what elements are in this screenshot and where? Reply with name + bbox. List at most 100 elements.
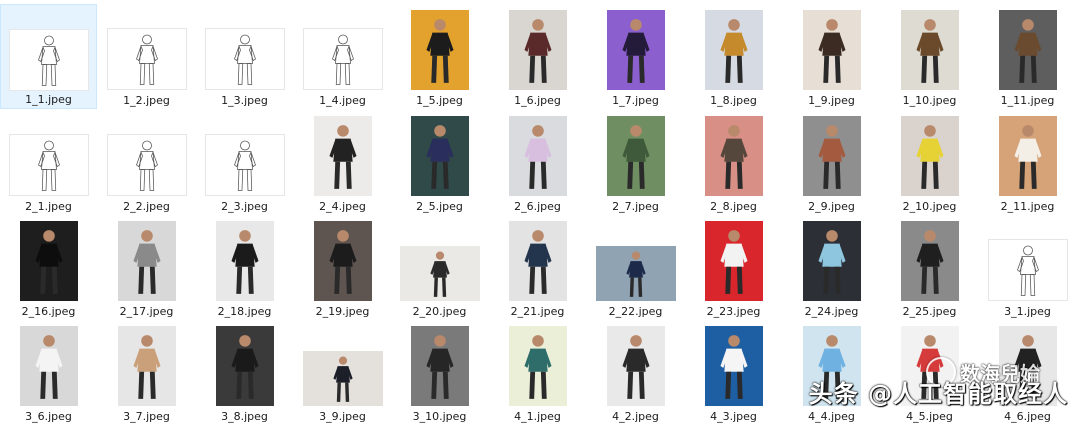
- person-figure-icon: [817, 19, 846, 83]
- file-item[interactable]: 2_10.jpeg: [881, 110, 978, 215]
- file-item[interactable]: 2_18.jpeg: [196, 215, 293, 320]
- photo-thumbnail: [998, 10, 1057, 90]
- file-name-label: 3_1.jpeg: [1004, 305, 1051, 318]
- photo-thumbnail: [704, 221, 763, 301]
- file-item[interactable]: 2_5.jpeg: [391, 110, 488, 215]
- person-figure-icon: [817, 125, 846, 189]
- person-figure-icon: [230, 230, 259, 294]
- file-name-label: 2_5.jpeg: [416, 200, 463, 213]
- file-item[interactable]: 2_22.jpeg: [587, 215, 684, 320]
- file-item[interactable]: 3_10.jpeg: [391, 320, 488, 425]
- file-name-label: 1_6.jpeg: [514, 94, 561, 107]
- person-figure-icon: [523, 125, 552, 189]
- file-item[interactable]: 1_11.jpeg: [979, 4, 1076, 109]
- file-name-label: 2_19.jpeg: [315, 305, 370, 318]
- file-item[interactable]: 2_7.jpeg: [587, 110, 684, 215]
- file-item[interactable]: 2_25.jpeg: [881, 215, 978, 320]
- file-item[interactable]: 3_9.jpeg: [294, 320, 391, 425]
- person-figure-icon: [332, 356, 353, 402]
- file-item[interactable]: 1_1.jpeg: [0, 4, 97, 109]
- person-figure-icon: [429, 251, 450, 297]
- file-name-label: 1_3.jpeg: [221, 94, 268, 107]
- watermark-logo: 数海兒婨: [926, 357, 1040, 387]
- file-item[interactable]: 1_10.jpeg: [881, 4, 978, 109]
- file-item[interactable]: 1_9.jpeg: [783, 4, 880, 109]
- sketch-thumbnail: [106, 28, 187, 90]
- file-item[interactable]: 1_3.jpeg: [196, 4, 293, 109]
- person-figure-icon: [230, 335, 259, 399]
- sketch-thumbnail: [204, 134, 285, 196]
- person-figure-icon: [132, 230, 161, 294]
- file-name-label: 4_4.jpeg: [808, 410, 855, 423]
- person-figure-icon: [233, 140, 256, 191]
- file-item[interactable]: 2_24.jpeg: [783, 215, 880, 320]
- file-item[interactable]: 2_21.jpeg: [489, 215, 586, 320]
- person-figure-icon: [328, 125, 357, 189]
- file-name-label: 2_22.jpeg: [608, 305, 663, 318]
- file-name-label: 2_23.jpeg: [706, 305, 761, 318]
- sketch-thumbnail: [8, 29, 89, 91]
- person-figure-icon: [328, 230, 357, 294]
- file-item[interactable]: 3_7.jpeg: [98, 320, 195, 425]
- photo-thumbnail: [802, 116, 861, 196]
- file-item[interactable]: 1_8.jpeg: [685, 4, 782, 109]
- photo-thumbnail: [19, 326, 78, 406]
- file-item[interactable]: 1_4.jpeg: [294, 4, 391, 109]
- file-name-label: 4_3.jpeg: [710, 410, 757, 423]
- person-figure-icon: [625, 251, 646, 297]
- file-item[interactable]: 1_5.jpeg: [391, 4, 488, 109]
- file-name-label: 2_10.jpeg: [902, 200, 957, 213]
- photo-thumbnail: [704, 326, 763, 406]
- photo-thumbnail: [508, 10, 567, 90]
- file-item[interactable]: 2_20.jpeg: [391, 215, 488, 320]
- photo-thumbnail: [704, 116, 763, 196]
- file-item[interactable]: 2_17.jpeg: [98, 215, 195, 320]
- file-name-label: 1_1.jpeg: [25, 93, 72, 106]
- file-item[interactable]: 3_8.jpeg: [196, 320, 293, 425]
- file-name-label: 2_16.jpeg: [21, 305, 76, 318]
- photo-thumbnail: [508, 116, 567, 196]
- file-item[interactable]: 4_1.jpeg: [489, 320, 586, 425]
- person-figure-icon: [817, 335, 846, 399]
- file-item[interactable]: 2_19.jpeg: [294, 215, 391, 320]
- file-item[interactable]: 2_1.jpeg: [0, 110, 97, 215]
- file-name-label: 1_7.jpeg: [612, 94, 659, 107]
- person-figure-icon: [621, 335, 650, 399]
- file-item[interactable]: 2_23.jpeg: [685, 215, 782, 320]
- file-item[interactable]: 4_3.jpeg: [685, 320, 782, 425]
- file-item[interactable]: 1_2.jpeg: [98, 4, 195, 109]
- file-item[interactable]: 3_1.jpeg: [979, 215, 1076, 320]
- photo-thumbnail: [410, 326, 469, 406]
- person-figure-icon: [719, 19, 748, 83]
- file-item[interactable]: 1_6.jpeg: [489, 4, 586, 109]
- file-item[interactable]: 2_4.jpeg: [294, 110, 391, 215]
- file-item[interactable]: 4_4.jpeg: [783, 320, 880, 425]
- person-figure-icon: [132, 335, 161, 399]
- file-item[interactable]: 1_7.jpeg: [587, 4, 684, 109]
- photo-thumbnail: [117, 221, 176, 301]
- file-item[interactable]: 4_6.jpeg: [979, 320, 1076, 425]
- file-item[interactable]: 2_8.jpeg: [685, 110, 782, 215]
- photo-thumbnail: [900, 116, 959, 196]
- file-item[interactable]: 2_3.jpeg: [196, 110, 293, 215]
- file-item[interactable]: 3_6.jpeg: [0, 320, 97, 425]
- file-item[interactable]: 4_2.jpeg: [587, 320, 684, 425]
- photo-thumbnail: [802, 10, 861, 90]
- file-name-label: 2_2.jpeg: [123, 200, 170, 213]
- person-figure-icon: [135, 34, 158, 85]
- file-name-label: 2_9.jpeg: [808, 200, 855, 213]
- file-name-label: 1_9.jpeg: [808, 94, 855, 107]
- file-item[interactable]: 2_9.jpeg: [783, 110, 880, 215]
- person-figure-icon: [233, 34, 256, 85]
- file-name-label: 1_2.jpeg: [123, 94, 170, 107]
- person-figure-icon: [915, 19, 944, 83]
- file-item[interactable]: 2_11.jpeg: [979, 110, 1076, 215]
- file-name-label: 3_6.jpeg: [25, 410, 72, 423]
- person-figure-icon: [915, 125, 944, 189]
- file-item[interactable]: 2_6.jpeg: [489, 110, 586, 215]
- sketch-thumbnail: [302, 28, 383, 90]
- file-item[interactable]: 2_16.jpeg: [0, 215, 97, 320]
- file-item[interactable]: 2_2.jpeg: [98, 110, 195, 215]
- photo-thumbnail: [606, 116, 665, 196]
